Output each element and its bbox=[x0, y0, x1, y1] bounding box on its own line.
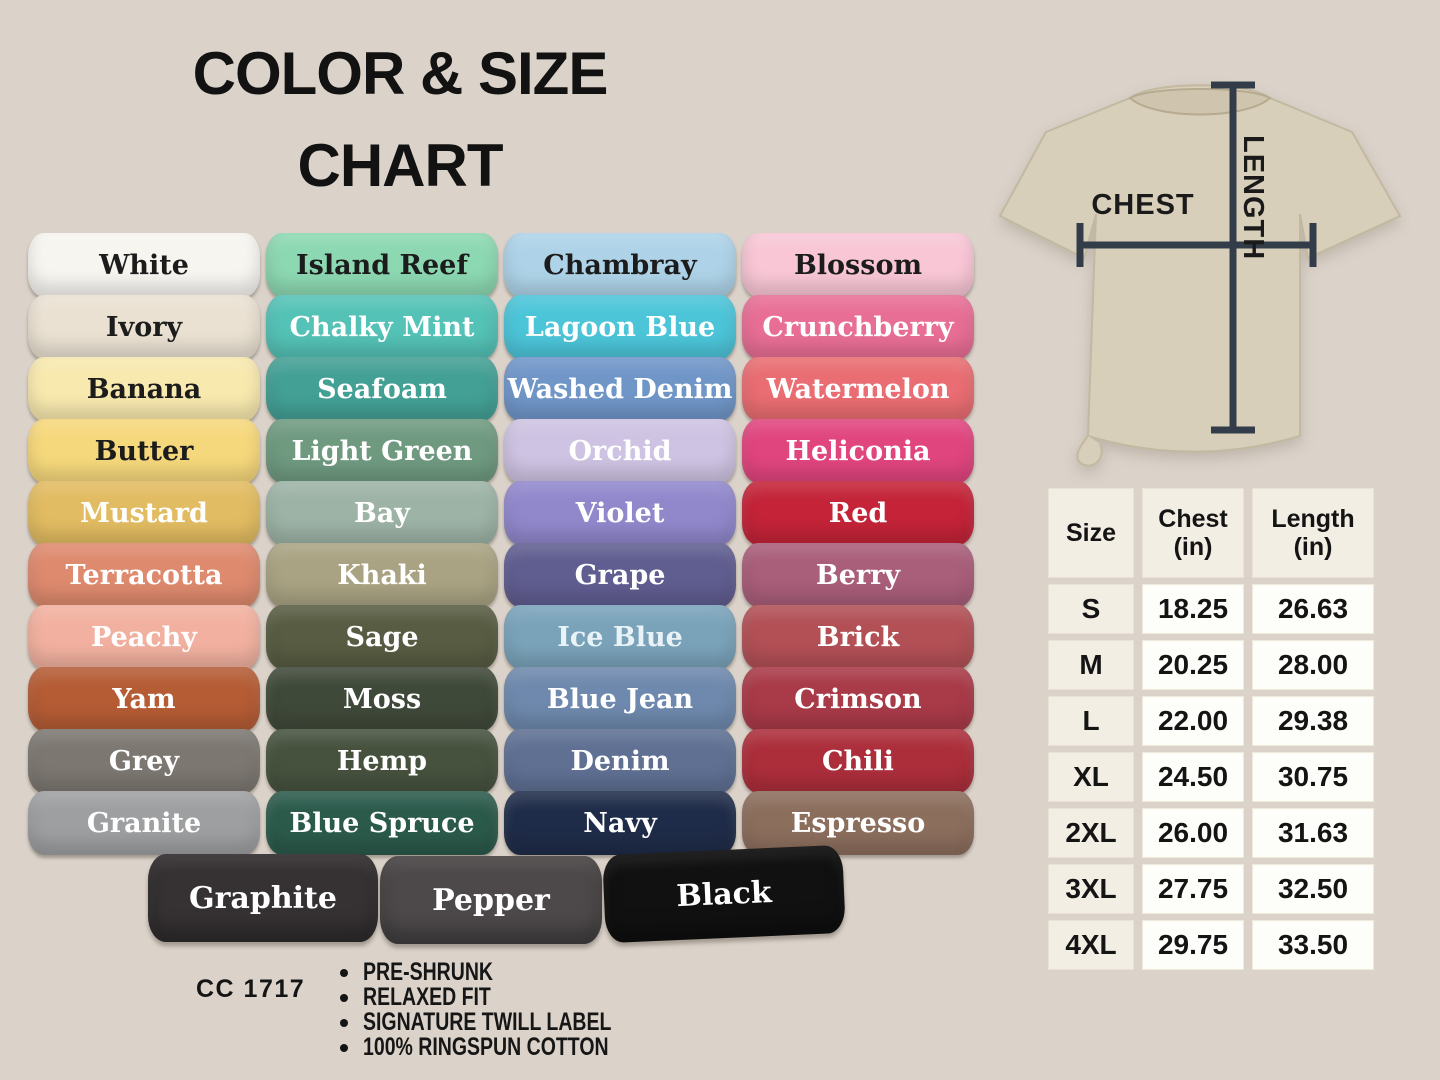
length-value-xl: 30.75 bbox=[1252, 752, 1374, 802]
shirt-measurement-diagram bbox=[990, 66, 1410, 486]
bullet-dot-icon bbox=[340, 968, 348, 977]
size-label-3xl: 3XL bbox=[1048, 864, 1134, 914]
size-label-s: S bbox=[1048, 584, 1134, 634]
swatch-butter: Butter bbox=[28, 419, 260, 483]
swatch-pepper: Pepper bbox=[380, 856, 602, 944]
swatch-watermelon: Watermelon bbox=[742, 357, 974, 421]
chest-value-m: 20.25 bbox=[1142, 640, 1244, 690]
color-column-greens: Island Reef Chalky Mint Seafoam Light Gr… bbox=[266, 233, 498, 855]
swatch-grape: Grape bbox=[504, 543, 736, 607]
swatch-lagoon-blue: Lagoon Blue bbox=[504, 295, 736, 359]
chest-value-xl: 24.50 bbox=[1142, 752, 1244, 802]
product-model-code: CC 1717 bbox=[196, 975, 306, 1003]
tshirt-illustration bbox=[998, 81, 1402, 467]
feature-preshrunk: PRE-SHRUNK bbox=[340, 958, 682, 986]
swatch-chambray: Chambray bbox=[504, 233, 736, 297]
swatch-crunchberry: Crunchberry bbox=[742, 295, 974, 359]
length-value-2xl: 31.63 bbox=[1252, 808, 1374, 858]
swatch-banana: Banana bbox=[28, 357, 260, 421]
feature-twill-label: SIGNATURE TWILL LABEL bbox=[340, 1008, 682, 1036]
swatch-ivory: Ivory bbox=[28, 295, 260, 359]
chest-value-s: 18.25 bbox=[1142, 584, 1244, 634]
table-header-chest: Chest (in) bbox=[1142, 488, 1244, 578]
swatch-denim: Denim bbox=[504, 729, 736, 793]
swatch-grey: Grey bbox=[28, 729, 260, 793]
swatch-black: Black bbox=[602, 844, 846, 944]
swatch-blue-jean: Blue Jean bbox=[504, 667, 736, 731]
length-value-l: 29.38 bbox=[1252, 696, 1374, 746]
swatch-bay: Bay bbox=[266, 481, 498, 545]
swatch-crimson: Crimson bbox=[742, 667, 974, 731]
swatch-khaki: Khaki bbox=[266, 543, 498, 607]
swatch-hemp: Hemp bbox=[266, 729, 498, 793]
swatch-red: Red bbox=[742, 481, 974, 545]
page-title-line1: COLOR & SIZE bbox=[192, 40, 609, 107]
swatch-island-reef: Island Reef bbox=[266, 233, 498, 297]
chest-value-3xl: 27.75 bbox=[1142, 864, 1244, 914]
swatch-sage: Sage bbox=[266, 605, 498, 669]
swatch-blossom: Blossom bbox=[742, 233, 974, 297]
size-label-4xl: 4XL bbox=[1048, 920, 1134, 970]
size-label-2xl: 2XL bbox=[1048, 808, 1134, 858]
chest-measure-label: CHEST bbox=[1091, 189, 1195, 221]
swatch-violet: Violet bbox=[504, 481, 736, 545]
chest-value-2xl: 26.00 bbox=[1142, 808, 1244, 858]
size-label-l: L bbox=[1048, 696, 1134, 746]
page-title: COLOR & SIZE CHART bbox=[150, 28, 650, 212]
color-column-pinks-reds: Blossom Crunchberry Watermelon Heliconia… bbox=[742, 233, 974, 855]
feature-relaxed-fit: RELAXED FIT bbox=[340, 983, 682, 1011]
swatch-chalky-mint: Chalky Mint bbox=[266, 295, 498, 359]
length-value-3xl: 32.50 bbox=[1252, 864, 1374, 914]
length-measure-label: LENGTH bbox=[1237, 135, 1269, 261]
length-value-4xl: 33.50 bbox=[1252, 920, 1374, 970]
swatch-espresso: Espresso bbox=[742, 791, 974, 855]
swatch-berry: Berry bbox=[742, 543, 974, 607]
swatch-terracotta: Terracotta bbox=[28, 543, 260, 607]
swatch-navy: Navy bbox=[504, 791, 736, 855]
bullet-dot-icon bbox=[340, 993, 348, 1002]
chest-value-l: 22.00 bbox=[1142, 696, 1244, 746]
swatch-mustard: Mustard bbox=[28, 481, 260, 545]
swatch-granite: Granite bbox=[28, 791, 260, 855]
swatch-graphite: Graphite bbox=[148, 854, 378, 942]
swatch-seafoam: Seafoam bbox=[266, 357, 498, 421]
page-title-line2: CHART bbox=[297, 132, 504, 199]
color-column-neutrals: White Ivory Banana Butter Mustard Terrac… bbox=[28, 233, 260, 855]
bullet-dot-icon bbox=[340, 1018, 348, 1027]
swatch-yam: Yam bbox=[28, 667, 260, 731]
size-label-xl: XL bbox=[1048, 752, 1134, 802]
table-header-length: Length (in) bbox=[1252, 488, 1374, 578]
swatch-orchid: Orchid bbox=[504, 419, 736, 483]
swatch-white: White bbox=[28, 233, 260, 297]
swatch-washed-denim: Washed Denim bbox=[504, 357, 736, 421]
swatch-peachy: Peachy bbox=[28, 605, 260, 669]
measurement-lines bbox=[1076, 81, 1317, 434]
swatch-ice-blue: Ice Blue bbox=[504, 605, 736, 669]
feature-ringspun-cotton: 100% RINGSPUN COTTON bbox=[340, 1033, 682, 1061]
size-label-m: M bbox=[1048, 640, 1134, 690]
table-header-size: Size bbox=[1048, 488, 1134, 578]
swatch-chili: Chili bbox=[742, 729, 974, 793]
swatch-blue-spruce: Blue Spruce bbox=[266, 791, 498, 855]
bullet-dot-icon bbox=[340, 1043, 348, 1052]
swatch-light-green: Light Green bbox=[266, 419, 498, 483]
product-features-list: PRE-SHRUNK RELAXED FIT SIGNATURE TWILL L… bbox=[340, 958, 682, 1061]
swatch-moss: Moss bbox=[266, 667, 498, 731]
color-column-blues: Chambray Lagoon Blue Washed Denim Orchid… bbox=[504, 233, 736, 855]
length-value-m: 28.00 bbox=[1252, 640, 1374, 690]
length-value-s: 26.63 bbox=[1252, 584, 1374, 634]
chest-value-4xl: 29.75 bbox=[1142, 920, 1244, 970]
swatch-brick: Brick bbox=[742, 605, 974, 669]
size-table: Size Chest (in) Length (in) S 18.25 26.6… bbox=[1048, 488, 1374, 970]
swatch-heliconia: Heliconia bbox=[742, 419, 974, 483]
